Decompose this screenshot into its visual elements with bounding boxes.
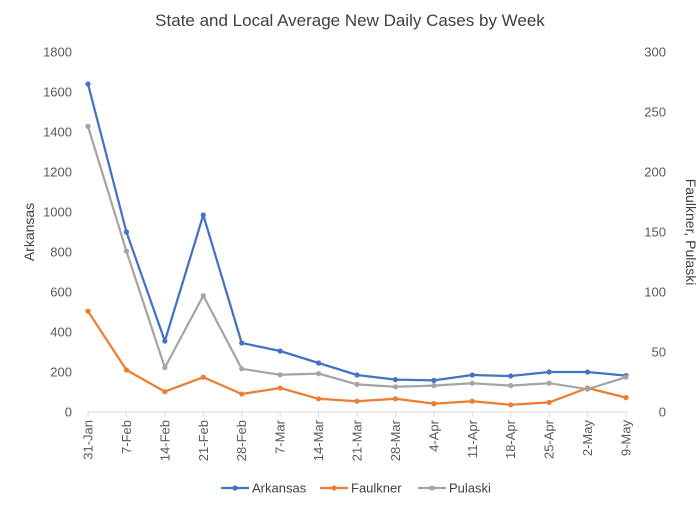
x-tick-label: 11-Apr	[465, 419, 480, 458]
left-axis-title: Arkansas	[21, 203, 37, 261]
legend-label-pulaski: Pulaski	[449, 481, 491, 496]
left-tick-label: 800	[50, 245, 72, 260]
x-tick-label: 2-May	[580, 420, 595, 457]
data-point-faulkner	[315, 396, 322, 402]
legend-item-faulkner: Faulkner	[320, 481, 402, 496]
data-point-arkansas	[508, 373, 514, 379]
legend-marker-pulaski	[429, 485, 435, 491]
data-point-faulkner	[623, 395, 629, 401]
legend-item-pulaski: Pulaski	[418, 481, 491, 496]
data-point-faulkner	[123, 367, 130, 373]
data-point-arkansas	[469, 372, 475, 378]
data-point-arkansas	[354, 372, 360, 378]
left-tick-label: 1400	[43, 125, 72, 140]
left-tick-label: 1800	[43, 45, 72, 60]
data-point-pulaski	[431, 383, 437, 389]
x-tick-label: 4-Apr	[426, 419, 441, 451]
right-tick-label: 100	[644, 285, 666, 300]
x-axis-ticks: 31-Jan 7-Feb 14-Feb 21-Feb 28-Feb 7-Mar 14-Mar…	[81, 412, 634, 461]
data-point-pulaski	[162, 365, 168, 371]
data-point-arkansas	[584, 369, 591, 375]
data-point-faulkner	[469, 398, 475, 404]
data-point-faulkner	[508, 402, 514, 408]
x-tick-label: 18-Apr	[503, 419, 518, 459]
data-point-arkansas	[315, 360, 322, 366]
data-point-faulkner	[162, 389, 168, 395]
data-point-arkansas	[85, 81, 91, 87]
legend: Arkansas Faulkner Pulaski	[221, 481, 491, 496]
x-tick-label: 31-Jan	[81, 420, 96, 460]
data-point-faulkner	[354, 398, 360, 404]
left-tick-label: 400	[50, 325, 72, 340]
series-arkansas	[85, 81, 629, 383]
data-point-arkansas	[239, 340, 245, 346]
left-tick-label: 200	[50, 365, 72, 380]
data-point-pulaski	[623, 374, 629, 380]
right-tick-label: 150	[644, 225, 666, 240]
data-point-pulaski	[200, 293, 206, 299]
x-tick-label: 28-Feb	[234, 420, 249, 461]
data-point-pulaski	[277, 372, 283, 378]
data-point-pulaski	[508, 383, 514, 389]
series-group	[85, 81, 629, 408]
data-point-pulaski	[392, 384, 399, 390]
data-point-arkansas	[431, 377, 437, 383]
series-pulaski	[85, 123, 629, 392]
x-tick-label: 21-Mar	[350, 419, 365, 461]
data-point-arkansas	[162, 338, 168, 344]
right-axis-title: Faulkner, Pulaski	[683, 179, 699, 286]
legend-label-arkansas: Arkansas	[252, 481, 307, 496]
legend-label-faulkner: Faulkner	[351, 481, 402, 496]
data-point-faulkner	[546, 399, 552, 405]
left-axis-ticks: 0 200 400 600 800 1000 1200 1400 1600 1800	[43, 45, 72, 420]
left-tick-label: 1200	[43, 165, 72, 180]
legend-item-arkansas: Arkansas	[221, 481, 307, 496]
right-axis-ticks: 0 50 100 150 200 250 300	[644, 45, 666, 420]
data-point-faulkner	[85, 308, 91, 314]
left-tick-label: 1600	[43, 85, 72, 100]
chart-title: State and Local Average New Daily Cases …	[155, 11, 545, 30]
data-point-pulaski	[354, 381, 360, 387]
x-tick-label: 28-Mar	[388, 419, 403, 461]
right-tick-label: 250	[644, 105, 666, 120]
left-tick-label: 0	[65, 405, 72, 420]
x-tick-label: 21-Feb	[196, 420, 211, 461]
data-point-arkansas	[546, 369, 552, 375]
right-tick-label: 0	[659, 405, 666, 420]
legend-marker-arkansas	[232, 485, 238, 491]
x-tick-label: 14-Mar	[311, 419, 326, 461]
data-point-pulaski	[469, 380, 475, 386]
data-point-arkansas	[123, 229, 130, 235]
x-tick-label: 14-Feb	[157, 420, 172, 461]
data-point-arkansas	[200, 212, 206, 218]
data-point-arkansas	[277, 348, 283, 354]
x-tick-label: 7-Feb	[119, 420, 134, 454]
x-tick-label: 9-May	[619, 420, 634, 457]
x-tick-label: 7-Mar	[273, 419, 288, 454]
data-point-faulkner	[431, 401, 437, 407]
left-tick-label: 1000	[43, 205, 72, 220]
legend-marker-faulkner	[331, 485, 337, 491]
data-point-faulkner	[392, 396, 399, 402]
x-tick-label: 25-Apr	[542, 419, 557, 459]
right-tick-label: 200	[644, 165, 666, 180]
data-point-faulkner	[277, 385, 283, 391]
data-point-pulaski	[315, 371, 322, 377]
left-tick-label: 600	[50, 285, 72, 300]
data-point-pulaski	[239, 366, 245, 372]
data-point-faulkner	[200, 374, 206, 380]
data-point-pulaski	[123, 248, 130, 254]
data-point-faulkner	[239, 391, 245, 397]
right-tick-label: 300	[644, 45, 666, 60]
data-point-arkansas	[392, 377, 399, 383]
right-tick-label: 50	[652, 345, 666, 360]
data-point-pulaski	[546, 380, 552, 386]
data-point-pulaski	[584, 386, 591, 392]
data-point-pulaski	[85, 123, 91, 129]
